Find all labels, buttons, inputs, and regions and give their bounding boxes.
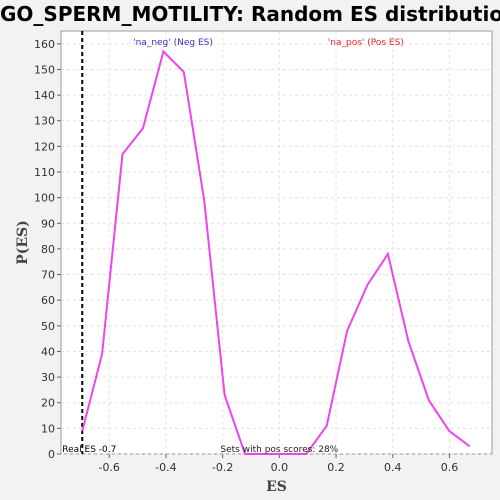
real-es-label: Real ES -0.7 <box>62 445 116 455</box>
chart-title: GO_SPERM_MOTILITY: Random ES distributio… <box>0 2 500 26</box>
gridlines <box>61 31 492 455</box>
neg-es-annotation: 'na_neg' (Neg ES) <box>133 38 213 48</box>
y-tick-label: 0 <box>48 448 55 461</box>
y-tick-label: 160 <box>34 38 55 51</box>
y-tick-label: 110 <box>34 166 55 179</box>
x-tick-label: 0.2 <box>327 461 345 474</box>
y-tick-label: 70 <box>41 269 55 282</box>
y-tick-label: 10 <box>41 422 55 435</box>
y-tick-label: 80 <box>41 243 55 256</box>
pos-scores-annotation: Sets with pos scores: 28% <box>220 445 338 455</box>
x-tick-label: -0.4 <box>155 461 176 474</box>
pos-es-annotation: 'na_pos' (Pos ES) <box>328 38 404 48</box>
y-tick-label: 60 <box>41 294 55 307</box>
y-tick-label: 30 <box>41 371 55 384</box>
x-tick-label: -0.6 <box>98 461 119 474</box>
x-tick-label: 0.6 <box>441 461 459 474</box>
y-tick-label: 150 <box>34 63 55 76</box>
y-tick-label: 20 <box>41 397 55 410</box>
x-tick-label: -0.2 <box>212 461 233 474</box>
y-tick-label: 50 <box>41 320 55 333</box>
plot-area <box>60 30 493 455</box>
x-tick-label: 0.0 <box>271 461 289 474</box>
x-tick-label: 0.4 <box>384 461 402 474</box>
series-line-random-es <box>81 49 471 455</box>
annotations: 'na_neg' (Neg ES) 'na_pos' (Pos ES) Real… <box>62 38 404 455</box>
y-tick-label: 120 <box>34 140 55 153</box>
y-tick-label: 40 <box>41 345 55 358</box>
axes: 0 10 20 30 40 50 60 70 80 90 100 110 120 130 140 150 160… <box>34 38 458 474</box>
y-tick-label: 100 <box>34 192 55 205</box>
x-axis-title: ES <box>266 479 287 495</box>
y-tick-label: 130 <box>34 115 55 128</box>
y-tick-label: 90 <box>41 217 55 230</box>
y-axis-title: P(ES) <box>15 220 31 265</box>
y-tick-label: 140 <box>34 89 55 102</box>
